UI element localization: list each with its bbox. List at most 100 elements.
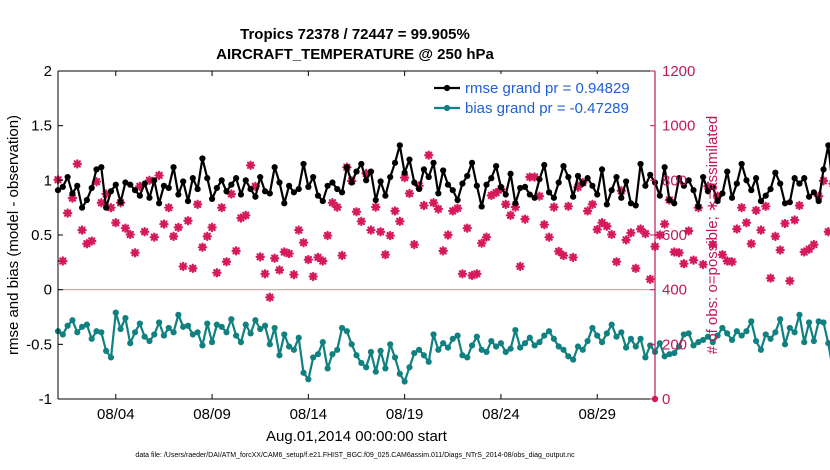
rmse-series-point	[218, 177, 225, 184]
obs-point	[207, 222, 217, 233]
x-tick-label: 08/04	[97, 406, 135, 423]
bias-series-point	[165, 324, 172, 332]
bias-series-point	[598, 339, 606, 346]
rmse-series-point	[700, 173, 707, 181]
rmse-series-point	[675, 175, 683, 182]
bias-series-point	[565, 353, 572, 360]
obs-point	[284, 248, 294, 259]
bias-series-point	[623, 344, 630, 351]
rmse-series-point	[425, 173, 432, 181]
rmse-series-point	[223, 188, 230, 195]
obs-point	[351, 207, 362, 217]
legend-label-rmse: rmse grand pr = 0.94829	[465, 80, 630, 97]
bias-series-point	[786, 324, 793, 332]
bias-series-point	[695, 339, 702, 346]
rmse-series-point	[435, 190, 442, 197]
y-right-tick-label: 800	[662, 172, 687, 189]
obs-point	[746, 239, 756, 249]
rmse-series-point	[468, 159, 476, 166]
bias-series-point	[647, 342, 654, 349]
rmse-series-point	[420, 166, 428, 173]
rmse-series-point	[825, 142, 830, 149]
bias-series-point	[521, 340, 529, 347]
rmse-series-point	[762, 192, 769, 199]
bias-series-point	[502, 348, 509, 356]
obs-point	[308, 271, 318, 282]
obs-point	[529, 172, 540, 182]
rmse-series-point	[184, 198, 192, 205]
rmse-series-point	[88, 184, 95, 192]
bias-series-point	[603, 330, 610, 337]
rmse-series-point	[570, 193, 577, 200]
obs-point	[520, 214, 530, 224]
bias-series-point	[497, 340, 505, 347]
rmse-series-point	[796, 180, 803, 187]
rmse-series-point	[310, 173, 317, 181]
obs-point	[202, 231, 212, 242]
x-tick-label: 08/19	[386, 406, 424, 423]
obs-point	[404, 188, 415, 199]
obs-point	[322, 230, 333, 241]
obs-point	[289, 269, 299, 280]
obs-point	[269, 253, 280, 263]
y-left-tick-label: 0	[44, 282, 52, 299]
bias-series-point	[714, 332, 721, 339]
bias-series-point	[584, 337, 591, 345]
rmse-series-point	[285, 182, 293, 189]
bias-series-point	[377, 347, 384, 354]
rmse-series-point	[738, 160, 745, 168]
obs-point	[111, 218, 121, 228]
bias-series-point	[425, 358, 432, 365]
rmse-series-point	[112, 181, 119, 188]
y-right-tick-label: 200	[662, 336, 687, 353]
x-tick-label: 08/14	[290, 406, 328, 423]
bias-series-point	[338, 324, 346, 332]
obs-point	[226, 189, 237, 199]
bias-series-point	[170, 329, 177, 336]
bias-series-point	[531, 342, 538, 349]
rmse-series-point	[733, 180, 740, 187]
obs-point	[621, 235, 631, 245]
rmse-series-point	[170, 164, 177, 171]
rmse-series-point	[574, 172, 582, 180]
rmse-series-point	[589, 182, 596, 189]
rmse-series-point	[430, 159, 437, 166]
rmse-series-point	[334, 185, 341, 193]
obs-point	[544, 232, 554, 242]
obs-point	[130, 248, 140, 258]
rmse-series-point	[637, 160, 644, 168]
obs-point	[390, 206, 400, 216]
bias-series-point	[690, 342, 697, 349]
obs-point	[164, 202, 174, 213]
rmse-series-point	[507, 170, 514, 177]
rmse-series-point	[598, 166, 606, 173]
bias-series-point	[781, 341, 789, 348]
rmse-series-point	[377, 178, 384, 185]
obs-point	[428, 198, 439, 208]
rmse-series-point	[690, 187, 697, 194]
bias-series-point	[276, 352, 283, 359]
bias-series-point	[772, 329, 779, 336]
rmse-series-point	[517, 184, 524, 192]
bias-series-point	[748, 318, 755, 325]
bias-series-point	[175, 311, 182, 318]
legend: rmse grand pr = 0.94829 bias grand pr = -…	[427, 74, 652, 120]
rmse-series-point	[493, 163, 500, 170]
bias-series-point	[791, 329, 798, 336]
bias-series-point	[329, 351, 336, 358]
rmse-series-point	[440, 167, 447, 174]
rmse-series-point	[488, 175, 495, 182]
obs-point	[294, 225, 304, 235]
bias-series-point	[627, 335, 635, 342]
obs-point	[332, 202, 342, 212]
obs-point	[255, 252, 265, 262]
rmse-series-point	[175, 191, 182, 198]
rmse-series-point	[483, 181, 490, 188]
bias-series-point	[536, 339, 543, 346]
bias-series-point	[146, 337, 153, 345]
rmse-series-point	[261, 188, 269, 195]
rmse-series-point	[98, 164, 105, 171]
rmse-series-point	[83, 196, 90, 204]
y-right-tick-label: 1000	[662, 118, 695, 135]
rmse-series-point	[502, 191, 509, 198]
